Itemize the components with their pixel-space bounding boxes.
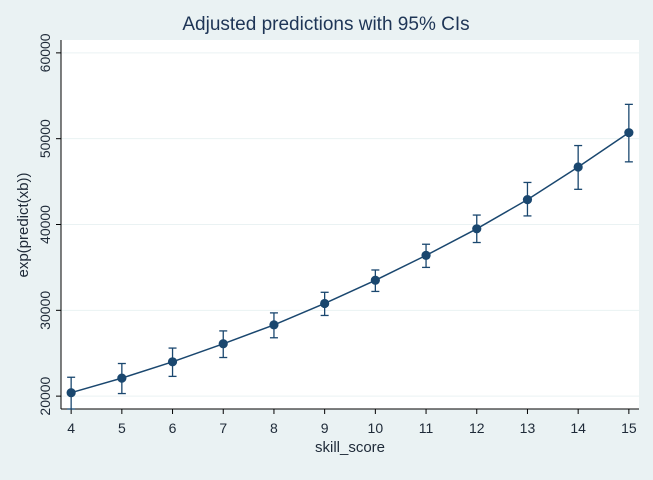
data-point	[522, 195, 533, 205]
data-point	[167, 357, 178, 367]
x-tick-label: 9	[321, 420, 329, 436]
y-axis-label: exp(predict(xb))	[15, 172, 32, 277]
series-line	[70, 132, 630, 394]
data-point	[573, 162, 583, 172]
y-tick-label: 40000	[37, 205, 53, 244]
x-tick-label: 13	[520, 420, 536, 436]
data-point	[269, 320, 279, 330]
x-tick-label: 4	[67, 420, 75, 436]
data-point	[370, 275, 380, 285]
data-point	[218, 339, 228, 349]
data-point	[421, 250, 431, 260]
series-lines	[70, 132, 630, 394]
y-tick-label: 30000	[37, 291, 53, 330]
x-tick-label: 10	[368, 420, 384, 436]
data-point	[320, 298, 330, 309]
data-points	[66, 128, 634, 398]
data-point	[624, 128, 634, 138]
y-tick-label: 50000	[37, 119, 53, 158]
y-tick-label: 20000	[37, 376, 53, 415]
x-tick-label: 15	[621, 420, 637, 436]
data-point	[117, 373, 127, 383]
x-tick-label: 6	[169, 420, 177, 436]
x-tick-label: 11	[419, 420, 434, 436]
x-tick-label: 12	[469, 420, 485, 436]
data-point	[472, 224, 482, 234]
data-point	[66, 388, 76, 398]
x-tick-label: 5	[118, 420, 126, 436]
x-tick-label: 8	[270, 420, 278, 436]
chart-title: Adjusted predictions with 95% CIs	[182, 14, 469, 35]
grid-lines	[61, 52, 639, 397]
x-tick-label: 7	[219, 420, 227, 436]
x-axis-label: skill_score	[315, 439, 385, 456]
x-tick-label: 14	[570, 420, 586, 436]
y-tick-label: 60000	[37, 33, 53, 72]
axes: 20000 30000 40000 50000 60000 4 5 6 7 8 9 10 11 12 13 1…	[37, 33, 639, 436]
